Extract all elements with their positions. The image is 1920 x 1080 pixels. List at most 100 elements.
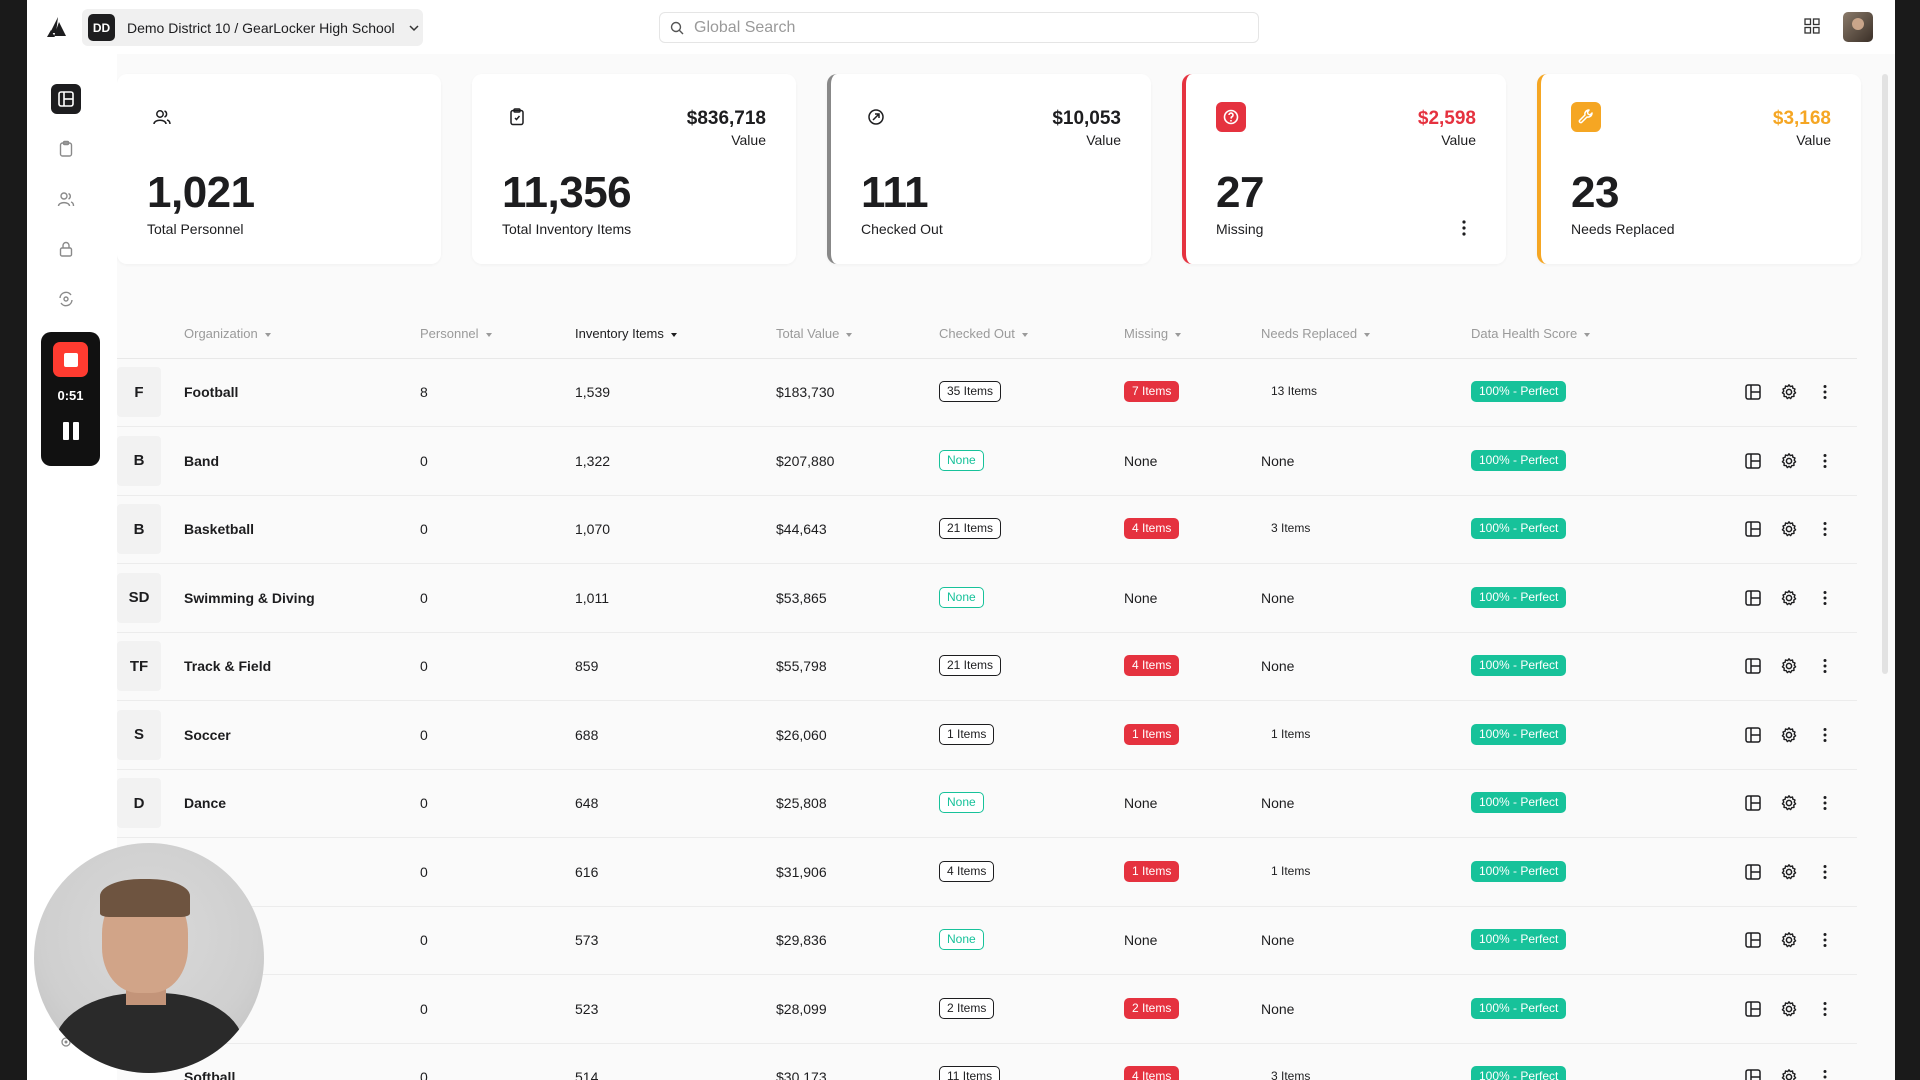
checked-out-card[interactable]: $10,053 Value 111 Checked Out [827,74,1151,264]
global-search-input[interactable] [694,18,1234,37]
apps-grid-icon[interactable] [1804,18,1820,34]
layout-icon[interactable] [1744,452,1762,470]
table-row[interactable]: D Dance 0 648 $25,808 None None None 100% - Perf… [117,770,1857,838]
table-row[interactable]: B Basketball 0 1,070 $44,643 21 Items 4 Items 3… [117,496,1857,564]
more-options-icon[interactable] [1816,383,1834,401]
needs-replaced-value[interactable]: 3 Items [1271,1069,1311,1080]
missing-badge[interactable]: 4 Items [1124,655,1180,676]
sidebar-item-personnel[interactable] [51,184,81,214]
checked-out-badge[interactable]: None [939,586,984,608]
checked-out-badge[interactable]: None [939,929,984,950]
organization-name[interactable]: Track & Field [184,658,272,674]
layout-icon[interactable] [1744,1068,1762,1080]
checked-out-badge[interactable]: 21 Items [939,655,1002,676]
gear-icon[interactable] [1780,1000,1798,1018]
table-row[interactable]: Softball 0 514 $30,173 11 Items 4 Items 3 Item… [117,1044,1857,1080]
table-row[interactable]: SD Swimming & Diving 0 1,011 $53,865 None None… [117,565,1857,633]
gear-icon[interactable] [1780,863,1798,881]
layout-icon[interactable] [1744,657,1762,675]
organization-name[interactable]: Swimming & Diving [184,589,315,606]
gear-icon[interactable] [1780,520,1798,538]
table-row[interactable]: F Football 8 1,539 $183,730 35 Items 7 Items 13… [117,359,1857,427]
more-options-icon[interactable] [1462,220,1466,236]
layout-icon[interactable] [1744,1000,1762,1018]
table-row[interactable]: B Band 0 1,322 $207,880 None None None 100% - Pe… [117,428,1857,496]
stop-recording-button[interactable] [53,342,88,377]
needs-replaced-value[interactable]: 1 Items [1271,726,1311,741]
missing-badge[interactable]: 7 Items [1124,381,1180,402]
checked-out-badge[interactable]: 35 Items [939,381,1002,402]
checked-out-badge[interactable]: 11 Items [939,1066,1001,1080]
organization-name[interactable]: Dance [184,795,227,811]
more-options-icon[interactable] [1816,1000,1834,1018]
column-header-organization[interactable]: Organization [184,326,271,341]
checked-out-badge[interactable]: 21 Items [939,518,1002,539]
column-header-missing[interactable]: Missing [1124,326,1182,341]
organization-name[interactable]: Soccer [184,726,231,743]
more-options-icon[interactable] [1816,520,1834,538]
sidebar-item-dashboard[interactable] [51,84,81,114]
sidebar-item-integrations[interactable] [51,284,81,314]
gear-icon[interactable] [1780,794,1798,812]
gear-icon[interactable] [1780,657,1798,675]
column-header-data-health-score[interactable]: Data Health Score [1471,326,1591,341]
more-options-icon[interactable] [1816,589,1834,607]
gear-icon[interactable] [1780,726,1798,744]
missing-badge[interactable]: 4 Items [1124,1066,1180,1080]
more-options-icon[interactable] [1816,863,1834,881]
missing-badge[interactable]: 2 Items [1124,997,1180,1019]
checked-out-badge[interactable]: 2 Items [939,997,995,1019]
more-options-icon[interactable] [1816,794,1834,812]
missing-badge[interactable]: 1 Items [1124,860,1180,882]
layout-icon[interactable] [1744,589,1762,607]
more-options-icon[interactable] [1816,452,1834,470]
missing-badge[interactable]: 1 Items [1124,723,1180,745]
gear-icon[interactable] [1780,589,1798,607]
layout-icon[interactable] [1744,794,1762,812]
layout-icon[interactable] [1744,383,1762,401]
needs-replaced-card[interactable]: $3,168 Value 23 Needs Replaced [1537,74,1861,264]
organization-switcher[interactable]: DD Demo District 10 / GearLocker High Sc… [82,9,423,46]
gear-icon[interactable] [1780,452,1798,470]
layout-icon[interactable] [1744,520,1762,538]
sidebar-item-inventory[interactable] [51,134,81,164]
needs-replaced-value[interactable]: 1 Items [1271,863,1311,878]
total-inventory-card[interactable]: $836,718 Value 11,356 Total Inventory It… [472,74,796,264]
needs-replaced-value[interactable]: 3 Items [1271,521,1311,535]
table-row[interactable]: 0 573 $29,836 None None None 100% - Perfect [117,907,1857,975]
layout-icon[interactable] [1744,863,1762,881]
gear-icon[interactable] [1780,931,1798,949]
user-avatar[interactable] [1843,12,1873,42]
table-row[interactable]: S Soccer 0 688 $26,060 1 Items 1 Items 1 Items 1… [117,702,1857,770]
pause-recording-button[interactable] [61,420,81,442]
gearlocker-logo-icon[interactable] [46,16,70,38]
column-header-total-value[interactable]: Total Value [776,326,853,341]
column-header-needs-replaced[interactable]: Needs Replaced [1261,326,1371,341]
checked-out-badge[interactable]: 4 Items [939,860,995,882]
layout-icon[interactable] [1744,726,1762,744]
checked-out-badge[interactable]: None [939,449,984,471]
needs-replaced-value[interactable]: 13 Items [1271,384,1318,398]
more-options-icon[interactable] [1816,657,1834,675]
sidebar-item-lockers[interactable] [51,234,81,264]
organization-name[interactable]: Basketball [184,521,255,537]
layout-icon[interactable] [1744,931,1762,949]
organization-name[interactable]: Softball [184,1069,236,1080]
organization-name[interactable]: Football [184,384,239,400]
more-options-icon[interactable] [1816,931,1834,949]
checked-out-badge[interactable]: 1 Items [939,723,995,745]
gear-icon[interactable] [1780,1068,1798,1080]
organization-name[interactable]: Band [184,452,219,469]
gear-icon[interactable] [1780,383,1798,401]
webcam-overlay[interactable] [34,843,264,1073]
column-header-personnel[interactable]: Personnel [420,326,492,341]
table-row[interactable]: TF Track & Field 0 859 $55,798 21 Items 4 Item… [117,633,1857,701]
column-header-inventory-items[interactable]: Inventory Items [575,326,677,341]
total-personnel-card[interactable]: 1,021 Total Personnel [117,74,441,264]
more-options-icon[interactable] [1816,726,1834,744]
more-options-icon[interactable] [1816,1068,1834,1080]
checked-out-badge[interactable]: None [939,792,984,813]
missing-card[interactable]: $2,598 Value 27 Missing [1182,74,1506,264]
table-row[interactable]: 0 523 $28,099 2 Items 2 Items None 100% - Perf… [117,976,1857,1044]
